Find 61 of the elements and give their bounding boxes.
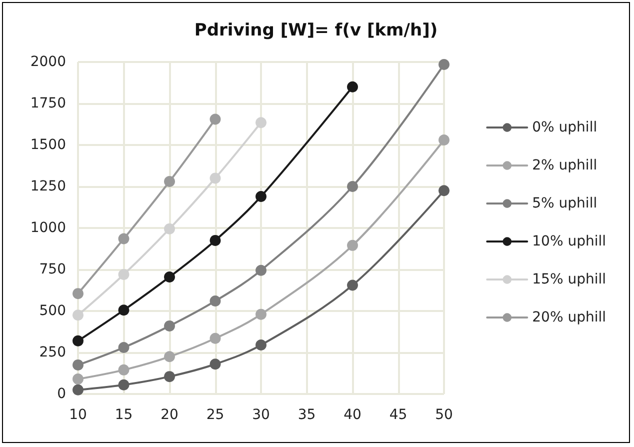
legend-label: 15% uphill [532,272,606,288]
point [347,240,358,251]
point [164,371,175,382]
point [118,268,130,280]
legend-label: 0% uphill [532,120,598,136]
point [210,296,221,307]
point [118,304,130,316]
y-tick-label: 750 [39,262,66,278]
point [256,117,266,128]
x-tick-label: 50 [435,407,453,423]
point [210,172,221,184]
x-tick-label: 15 [114,407,133,423]
x-tick-label: 20 [160,407,178,423]
point [347,280,358,291]
point [256,308,266,320]
point [210,234,221,246]
x-tick-label: 30 [252,407,270,423]
legend-label: 10% uphill [532,234,606,250]
point [210,332,221,344]
point [438,185,450,196]
point [164,271,175,282]
y-tick-label: 0 [57,386,66,402]
x-tick-label: 25 [206,407,224,423]
point [164,351,175,362]
y-tick-label: 1250 [30,178,66,194]
point [118,233,130,244]
point [72,384,84,396]
point [118,379,130,390]
point [72,288,84,300]
y-tick-label: 2000 [30,54,66,70]
point [347,81,358,92]
point [256,190,266,202]
y-tick-label: 250 [39,344,66,360]
legend-label: 2% uphill [532,158,598,174]
y-tick-label: 1750 [30,96,66,112]
point [72,359,84,370]
point [438,58,450,70]
point [256,264,266,276]
x-tick-label: 45 [389,407,408,423]
point [438,134,450,146]
legend-label: 20% uphill [532,310,606,326]
chart-title: Pdriving [W]= f(v [km/h]) [194,20,438,40]
point [164,176,175,188]
point [164,320,175,332]
point [72,310,84,321]
x-tick-label: 10 [69,407,87,423]
point [72,374,84,385]
y-tick-label: 1000 [30,220,66,236]
point [164,223,175,234]
y-tick-label: 500 [39,303,66,319]
point [210,358,221,370]
point [72,335,84,346]
point [118,364,130,376]
point [347,181,358,192]
point [210,114,221,125]
legend-label: 5% uphill [532,196,598,212]
x-tick-label: 40 [344,407,362,423]
point [118,342,130,354]
x-tick-label: 35 [298,407,316,423]
point [256,340,266,351]
y-tick-label: 1500 [30,137,66,153]
